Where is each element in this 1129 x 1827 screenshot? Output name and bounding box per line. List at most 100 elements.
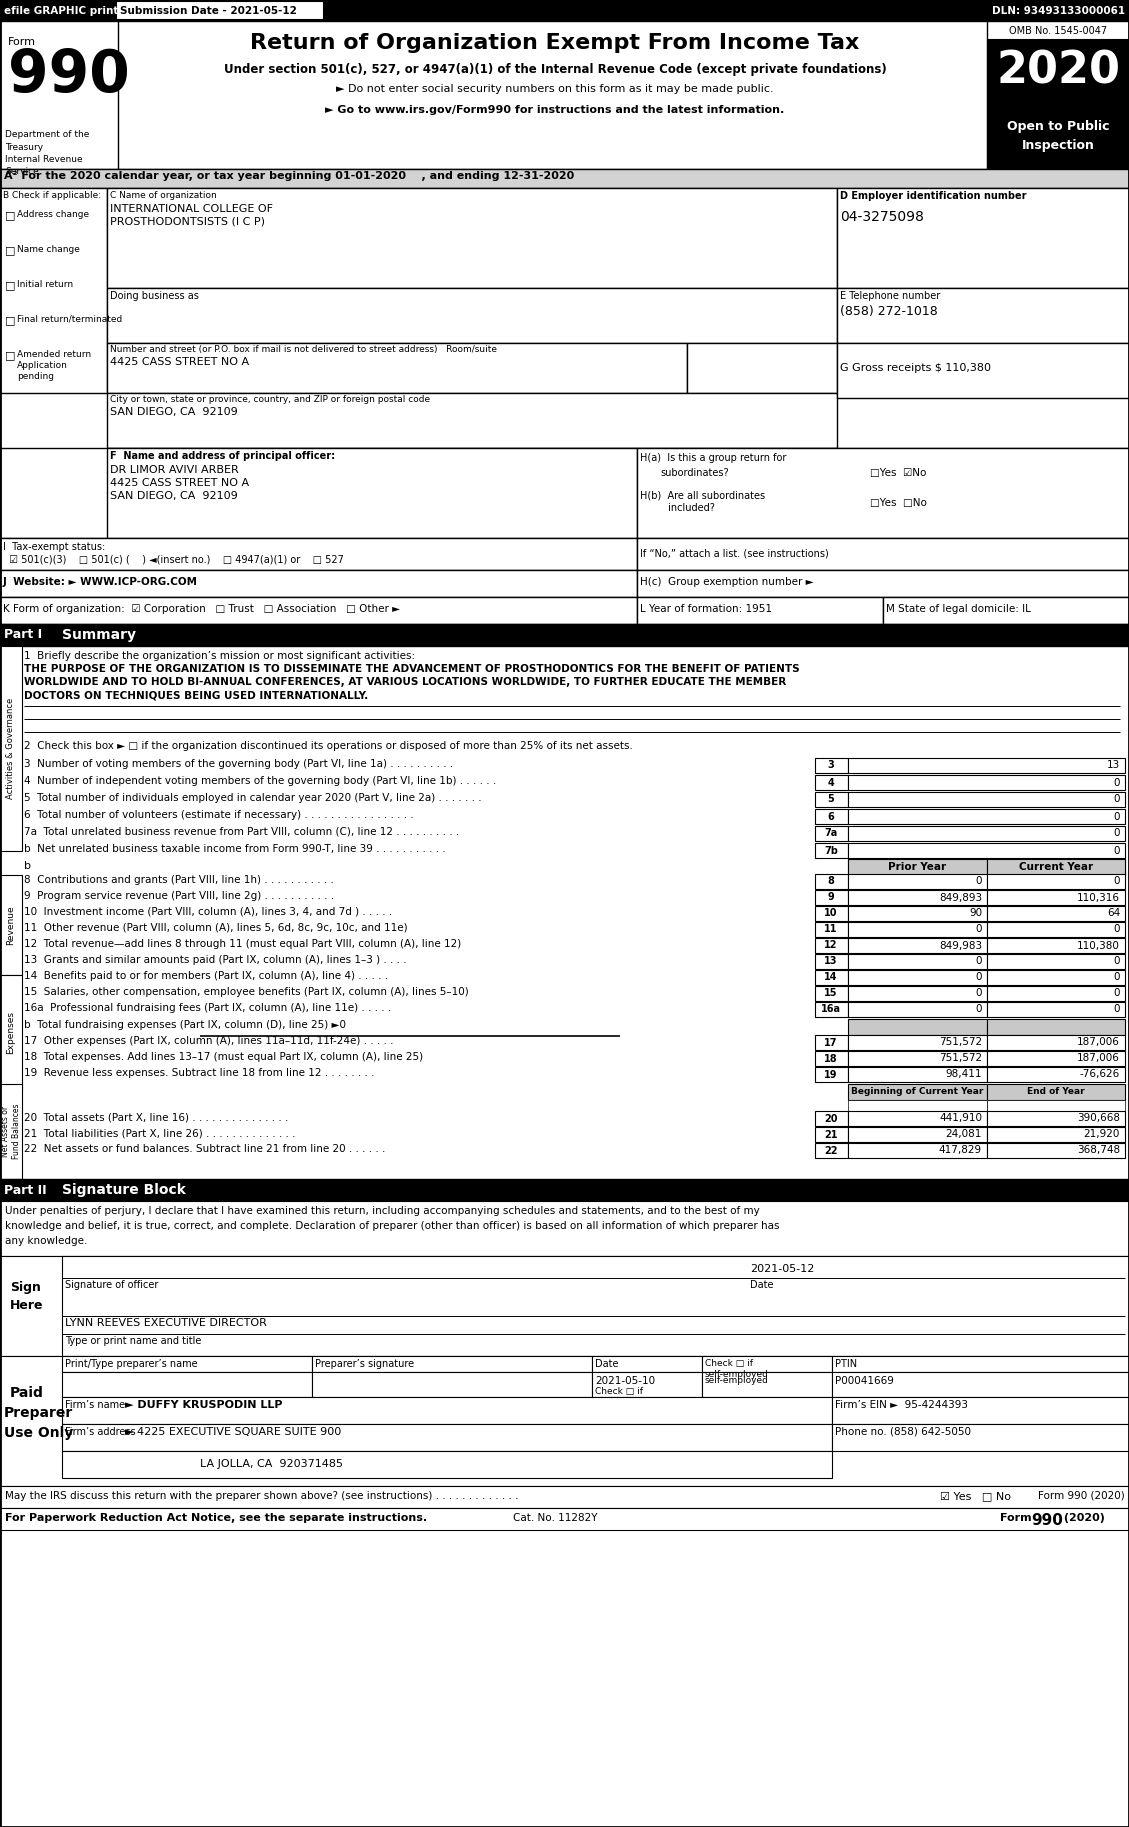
Bar [688,343,837,393]
Text: 5: 5 [828,795,834,804]
Bar [592,1356,702,1372]
Text: 110,316: 110,316 [1077,893,1120,903]
Bar [987,987,1124,1001]
Bar [815,775,848,789]
Bar [987,104,1129,170]
Text: G Gross receipts $ 110,380: G Gross receipts $ 110,380 [840,364,991,373]
Bar [0,170,1129,188]
Text: 11  Other revenue (Part VIII, column (A), lines 5, 6d, 8c, 9c, 10c, and 11e): 11 Other revenue (Part VIII, column (A),… [24,923,408,934]
Bar [815,791,848,808]
Bar [848,758,1124,773]
Bar [0,20,119,170]
Text: End of Year: End of Year [1027,1087,1085,1096]
Text: For Paperwork Reduction Act Notice, see the separate instructions.: For Paperwork Reduction Act Notice, see … [5,1513,427,1524]
Bar [987,923,1124,937]
Text: THE PURPOSE OF THE ORGANIZATION IS TO DISSEMINATE THE ADVANCEMENT OF PROSTHODONT: THE PURPOSE OF THE ORGANIZATION IS TO DI… [24,663,799,674]
Bar [832,1372,1129,1398]
Bar [987,970,1124,985]
Bar [815,970,848,985]
Text: ► 4225 EXECUTIVE SQUARE SUITE 900: ► 4225 EXECUTIVE SQUARE SUITE 900 [125,1427,341,1438]
Bar [62,1423,832,1451]
Text: 4425 CASS STREET NO A: 4425 CASS STREET NO A [110,356,250,367]
Bar [837,343,1129,398]
Text: 0: 0 [1113,924,1120,934]
Text: C Name of organization: C Name of organization [110,192,217,199]
Bar [848,906,987,921]
Bar [832,1398,1129,1423]
Text: 4: 4 [828,778,834,787]
Text: May the IRS discuss this return with the preparer shown above? (see instructions: May the IRS discuss this return with the… [5,1491,584,1502]
Text: City or town, state or province, country, and ZIP or foreign postal code: City or town, state or province, country… [110,395,430,404]
Bar [987,1111,1124,1125]
Text: WORLDWIDE AND TO HOLD BI-ANNUAL CONFERENCES, AT VARIOUS LOCATIONS WORLDWIDE, TO : WORLDWIDE AND TO HOLD BI-ANNUAL CONFEREN… [24,678,786,687]
Text: □: □ [5,314,16,325]
Bar [848,809,1124,824]
Bar [107,188,837,289]
Text: PROSTHODONTSISTS (I C P): PROSTHODONTSISTS (I C P) [110,217,265,227]
Text: b: b [24,861,30,871]
Text: Firm’s address: Firm’s address [65,1427,135,1438]
Text: Preparer: Preparer [5,1407,73,1420]
Text: 990: 990 [1031,1513,1062,1527]
Text: D Employer identification number: D Employer identification number [840,192,1026,201]
Bar [0,0,1129,20]
Text: 21  Total liabilities (Part X, line 26) . . . . . . . . . . . . . .: 21 Total liabilities (Part X, line 26) .… [24,1127,296,1138]
Bar [987,38,1129,104]
Bar [848,970,987,985]
Text: 21,920: 21,920 [1084,1129,1120,1140]
Text: PTIN: PTIN [835,1359,857,1368]
Bar [312,1356,592,1372]
Text: SAN DIEGO, CA  92109: SAN DIEGO, CA 92109 [110,491,238,501]
Bar [848,842,1124,859]
Text: Firm’s name: Firm’s name [65,1399,125,1410]
Bar [0,1255,1129,1356]
Text: 14  Benefits paid to or for members (Part IX, column (A), line 4) . . . . .: 14 Benefits paid to or for members (Part… [24,970,388,981]
Text: 110,380: 110,380 [1077,941,1120,950]
Text: 90: 90 [969,908,982,919]
Text: 17  Other expenses (Part IX, column (A), lines 11a–11d, 11f-24e) . . . . .: 17 Other expenses (Part IX, column (A), … [24,1036,394,1047]
Text: 19: 19 [824,1069,838,1080]
Text: b  Total fundraising expenses (Part IX, column (D), line 25) ►0: b Total fundraising expenses (Part IX, c… [24,1019,345,1030]
Text: ► DUFFY KRUSPODIN LLP: ► DUFFY KRUSPODIN LLP [125,1399,282,1410]
Bar [815,873,848,890]
Text: Print/Type preparer’s name: Print/Type preparer’s name [65,1359,198,1368]
Bar [987,1001,1124,1018]
Text: DLN: 93493133000061: DLN: 93493133000061 [992,5,1124,15]
Bar [107,393,837,448]
Text: 13: 13 [824,957,838,966]
Text: 0: 0 [1113,778,1120,787]
Text: Current Year: Current Year [1019,862,1093,871]
Bar [0,1485,1129,1507]
Bar [637,597,883,625]
Text: Submission Date - 2021-05-12: Submission Date - 2021-05-12 [120,5,297,15]
Bar [987,1067,1124,1082]
Text: Final return/terminated: Final return/terminated [17,314,122,323]
Text: 849,893: 849,893 [939,893,982,903]
Bar [883,597,1129,625]
Bar [987,1051,1124,1065]
Bar [848,1067,987,1082]
Bar [0,537,637,570]
Text: 2  Check this box ► □ if the organization discontinued its operations or dispose: 2 Check this box ► □ if the organization… [24,742,633,751]
Bar [2,627,54,643]
Text: Part I: Part I [5,628,42,641]
Text: 4  Number of independent voting members of the governing body (Part VI, line 1b): 4 Number of independent voting members o… [24,776,497,786]
Text: 7a  Total unrelated business revenue from Part VIII, column (C), line 12 . . . .: 7a Total unrelated business revenue from… [24,828,460,837]
Bar [0,875,21,976]
Text: Department of the
Treasury
Internal Revenue
Service: Department of the Treasury Internal Reve… [5,130,89,177]
Bar [0,448,1129,537]
Text: B Check if applicable:: B Check if applicable: [3,192,102,199]
Bar [815,1051,848,1065]
Text: 0: 0 [1113,811,1120,822]
Text: 13  Grants and similar amounts paid (Part IX, column (A), lines 1–3 ) . . . .: 13 Grants and similar amounts paid (Part… [24,956,406,965]
Bar [848,775,1124,789]
Bar [848,954,987,968]
Text: □: □ [5,280,16,290]
Text: DOCTORS ON TECHNIQUES BEING USED INTERNATIONALLY.: DOCTORS ON TECHNIQUES BEING USED INTERNA… [24,691,368,700]
Text: 0: 0 [1113,877,1120,886]
Text: 8: 8 [828,877,834,886]
Bar [848,1036,987,1051]
Text: 7b: 7b [824,846,838,855]
Text: Check □ if
self-employed: Check □ if self-employed [704,1359,769,1379]
Bar [987,1019,1124,1036]
